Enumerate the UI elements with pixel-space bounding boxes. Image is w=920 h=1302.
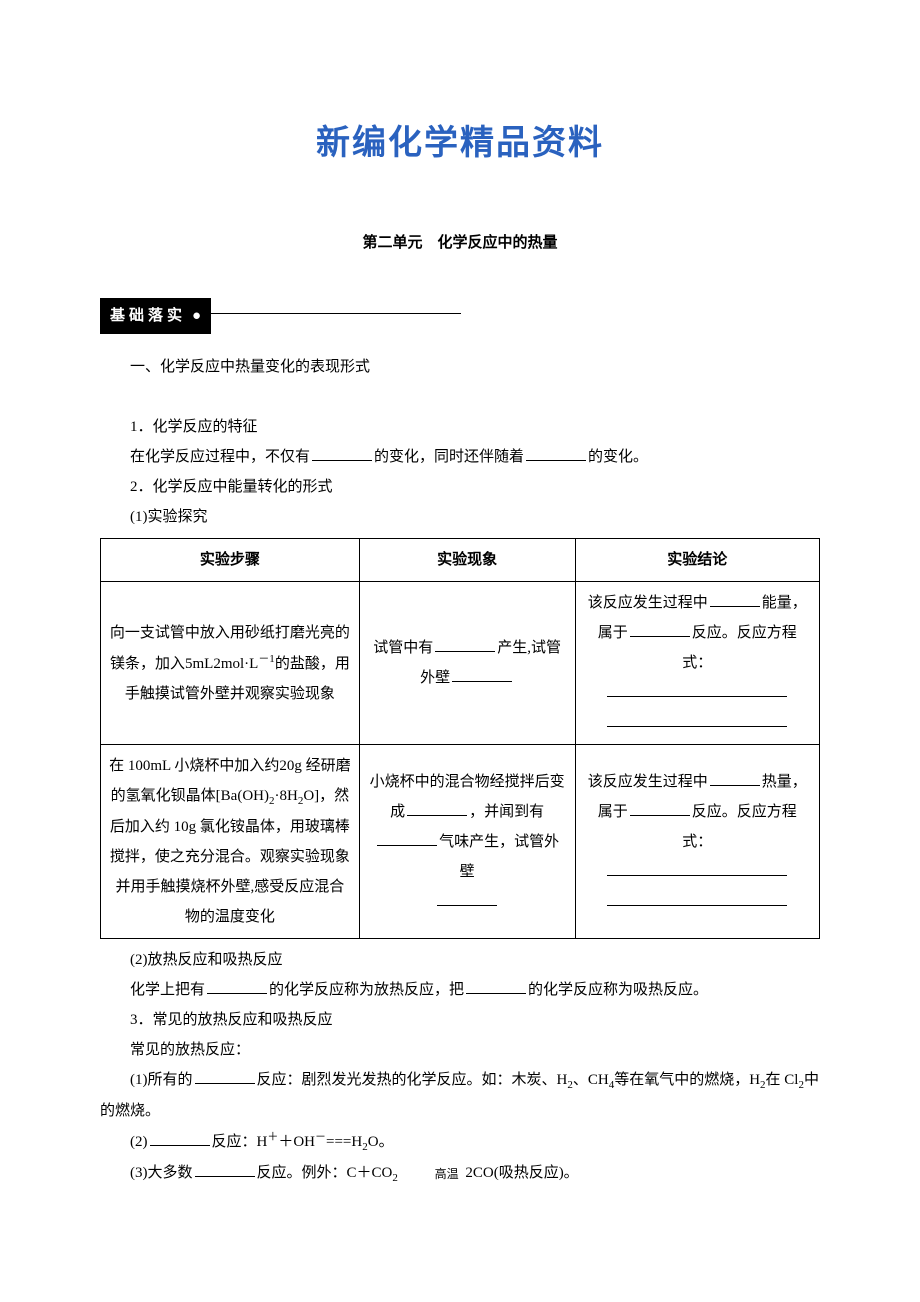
text: (3)大多数 (130, 1165, 193, 1181)
section-divider-line (211, 313, 461, 314)
blank (452, 666, 512, 682)
blank (607, 860, 787, 876)
text: 反应：剧烈发光发热的化学反应。如：木炭、H (257, 1072, 568, 1088)
subscript: 2 (392, 1172, 398, 1184)
text: 等在氧气中的燃烧，H (614, 1072, 760, 1088)
p2-sub2-text: 化学上把有 的化学反应称为放热反应，把 的化学反应称为吸热反应。 (100, 975, 820, 1005)
blank (607, 890, 787, 906)
cell-obs-2: 小烧杯中的混合物经搅拌后变成，并闻到有气味产生，试管外壁 (359, 745, 575, 939)
p2-sub1: (1)实验探究 (100, 502, 820, 532)
blank (195, 1161, 255, 1177)
p3-item3: (3)大多数 反应。例外：C＋CO2 高温 2CO(吸热反应)。 (100, 1158, 820, 1189)
p2-label: 2．化学反应中能量转化的形式 (100, 472, 820, 502)
text: 反应。例外：C＋CO (257, 1165, 393, 1181)
blank (407, 800, 467, 816)
blank (630, 800, 690, 816)
text: 该反应发生过程中 (588, 595, 708, 611)
text: ，并闻到有 (469, 804, 544, 820)
p3-line1: 常见的放热反应： (100, 1035, 820, 1065)
superscript: ＋ (267, 1131, 278, 1143)
blank (526, 445, 586, 461)
blank (466, 978, 526, 994)
cell-conc-1: 该反应发生过程中能量，属于反应。反应方程式： (575, 582, 819, 745)
col-observation: 实验现象 (359, 539, 575, 582)
text: 反应。反应方程式： (682, 804, 797, 850)
table-row: 在 100mL 小烧杯中加入约20g 经研磨的氢氧化钡晶体[Ba(OH)2·8H… (101, 745, 820, 939)
condition-text: 高温 (405, 1168, 459, 1180)
blank (710, 591, 760, 607)
blank (195, 1068, 255, 1084)
col-conclusion: 实验结论 (575, 539, 819, 582)
blank (312, 445, 372, 461)
cell-step-1: 向一支试管中放入用砂纸打磨光亮的镁条，加入5mL2mol·L－1的盐酸，用手触摸… (101, 582, 360, 745)
text: 、CH (573, 1072, 609, 1088)
p1-text-c: 的变化。 (588, 449, 648, 465)
unit-title: 第二单元 化学反应中的热量 (100, 228, 820, 258)
p3-item2: (2)反应：H＋＋OH－===H2O。 (100, 1126, 820, 1158)
blank (710, 770, 760, 786)
experiment-table: 实验步骤 实验现象 实验结论 向一支试管中放入用砂纸打磨光亮的镁条，加入5mL2… (100, 538, 820, 939)
section-header: 基础落实 (100, 298, 820, 334)
cell-conc-2: 该反应发生过程中热量，属于反应。反应方程式： (575, 745, 819, 939)
superscript: －1 (258, 653, 275, 665)
text: 气味产生，试管外壁 (439, 834, 559, 880)
p1-text: 在化学反应过程中，不仅有 的变化，同时还伴随着 的变化。 (100, 442, 820, 472)
p1-label: 1．化学反应的特征 (100, 412, 820, 442)
text: 该反应发生过程中 (588, 774, 708, 790)
text: 反应：H (212, 1134, 268, 1150)
blank (435, 636, 495, 652)
blank (150, 1130, 210, 1146)
p1-text-b: 的变化，同时还伴随着 (374, 449, 524, 465)
text: 2CO(吸热反应)。 (465, 1165, 578, 1181)
section-box-label: 基础落实 (100, 298, 211, 334)
text: 的化学反应称为放热反应，把 (269, 982, 464, 998)
text: (1)所有的 (130, 1072, 193, 1088)
page: 新编化学精品资料 第二单元 化学反应中的热量 基础落实 一、化学反应中热量变化的… (0, 0, 920, 1249)
p2-sub2: (2)放热反应和吸热反应 (100, 945, 820, 975)
blank (207, 978, 267, 994)
heading-1: 一、化学反应中热量变化的表现形式 (100, 352, 820, 382)
text: ===H (326, 1134, 362, 1150)
text: ·8H (275, 788, 298, 804)
cell-obs-1: 试管中有产生,试管外壁 (359, 582, 575, 745)
text: 化学上把有 (130, 982, 205, 998)
text: 的化学反应称为吸热反应。 (528, 982, 708, 998)
p1-text-a: 在化学反应过程中，不仅有 (130, 449, 310, 465)
text: 在 Cl (766, 1072, 799, 1088)
blank (607, 681, 787, 697)
blank (437, 890, 497, 906)
text: 反应。反应方程式： (682, 625, 797, 671)
table-header-row: 实验步骤 实验现象 实验结论 (101, 539, 820, 582)
spacer (100, 382, 820, 412)
col-steps: 实验步骤 (101, 539, 360, 582)
cell-step-2: 在 100mL 小烧杯中加入约20g 经研磨的氢氧化钡晶体[Ba(OH)2·8H… (101, 745, 360, 939)
p3-item1: (1)所有的反应：剧烈发光发热的化学反应。如：木炭、H2、CH4等在氧气中的燃烧… (100, 1065, 820, 1126)
text: O]，然后加入约 10g 氯化铵晶体，用玻璃棒搅拌，使之充分混合。观察实验现象并… (110, 788, 350, 925)
superscript: － (315, 1131, 326, 1143)
p3-label: 3．常见的放热反应和吸热反应 (100, 1005, 820, 1035)
reaction-condition: 高温 (405, 1168, 459, 1180)
blank (377, 830, 437, 846)
blank (607, 711, 787, 727)
blank (630, 621, 690, 637)
text: 试管中有 (373, 640, 433, 656)
text: O。 (368, 1134, 394, 1150)
text: (2) (130, 1134, 148, 1150)
table-row: 向一支试管中放入用砂纸打磨光亮的镁条，加入5mL2mol·L－1的盐酸，用手触摸… (101, 582, 820, 745)
main-title: 新编化学精品资料 (100, 110, 820, 178)
text: ＋OH (278, 1134, 315, 1150)
